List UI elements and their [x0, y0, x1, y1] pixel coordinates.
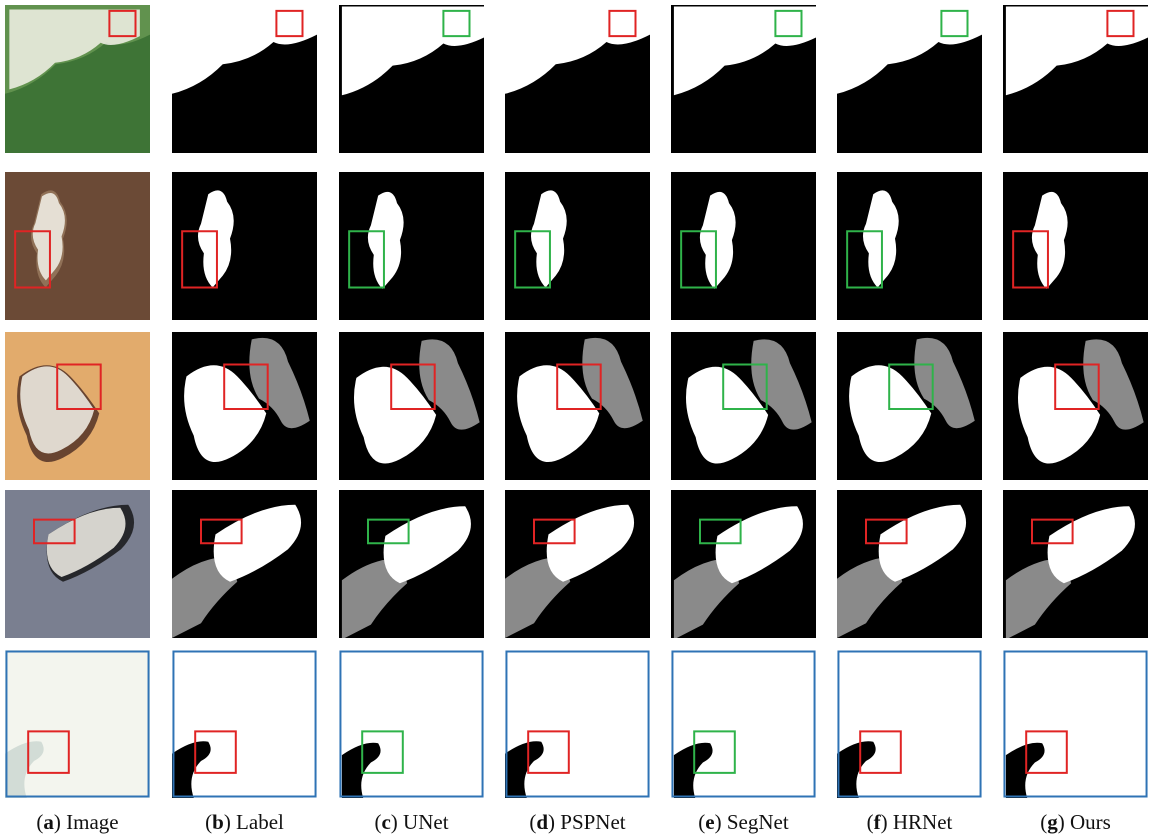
tile [172, 172, 317, 320]
tile [5, 172, 150, 320]
tile [671, 332, 816, 480]
tile [671, 172, 816, 320]
caption: (e) SegNet [698, 810, 789, 834]
caption-part: e [705, 810, 714, 834]
caption: (d) PSPNet [529, 810, 625, 834]
tile [1003, 5, 1151, 153]
photo-bg [5, 650, 150, 798]
tile [339, 490, 484, 639]
caption-part: a [43, 810, 54, 834]
mask-bg [339, 172, 484, 320]
caption-part: ) UNet [391, 810, 449, 834]
tile [837, 332, 982, 480]
caption: (c) UNet [374, 810, 448, 834]
caption: (f) HRNet [867, 810, 953, 834]
tile [5, 332, 150, 480]
caption-part: ( [36, 810, 43, 834]
caption-part: ) PSPNet [548, 810, 626, 834]
tile [172, 332, 317, 480]
mask-bg [837, 172, 982, 320]
caption-part: ) HRNet [881, 810, 953, 834]
mask-bg [505, 650, 650, 798]
tile [172, 5, 317, 153]
figure-canvas: (a) Image(b) Label(c) UNet(d) PSPNet(e) … [0, 0, 1153, 839]
caption-part: ( [374, 810, 381, 834]
tile [5, 490, 150, 638]
mask-bg [172, 172, 317, 320]
tile [837, 650, 982, 798]
photo-bg [5, 172, 150, 320]
tile [837, 5, 982, 153]
caption-part: d [536, 810, 548, 834]
tile [339, 650, 484, 799]
tile [505, 5, 650, 153]
tile [1003, 332, 1148, 480]
caption-part: ) SegNet [715, 810, 789, 834]
tile [671, 650, 816, 799]
mask-bg [172, 650, 317, 798]
caption-part: c [381, 810, 390, 834]
caption-part: ( [698, 810, 705, 834]
tile [505, 490, 650, 638]
tile [671, 490, 816, 639]
tile [1003, 650, 1148, 799]
mask-bg [505, 172, 650, 320]
caption: (a) Image [36, 810, 118, 834]
caption-part: ( [867, 810, 874, 834]
mask-bg [671, 172, 816, 320]
tile [172, 490, 317, 638]
tile [505, 172, 650, 320]
tile [837, 172, 982, 320]
tile [339, 172, 484, 320]
caption-part: ( [529, 810, 536, 834]
tile [339, 332, 484, 480]
caption: (b) Label [205, 810, 284, 834]
caption-part: ) Ours [1058, 810, 1111, 834]
tile [5, 5, 150, 153]
mask-bg [837, 650, 982, 798]
caption-part: ( [1040, 810, 1047, 834]
tile [339, 5, 487, 153]
tile [1003, 172, 1148, 320]
caption-part: b [212, 810, 224, 834]
caption: (g) Ours [1040, 810, 1111, 834]
tile [505, 650, 650, 798]
caption-part: ( [205, 810, 212, 834]
tile [5, 650, 150, 798]
caption-part: ) Image [54, 810, 119, 834]
tile [505, 332, 650, 480]
tile [837, 490, 982, 638]
mask-bg [1003, 172, 1148, 320]
tile [172, 650, 317, 798]
caption-part: ) Label [224, 810, 284, 834]
caption-part: g [1047, 810, 1058, 834]
tile [1003, 490, 1148, 639]
figure: (a) Image(b) Label(c) UNet(d) PSPNet(e) … [0, 0, 1153, 839]
tile [671, 5, 819, 153]
